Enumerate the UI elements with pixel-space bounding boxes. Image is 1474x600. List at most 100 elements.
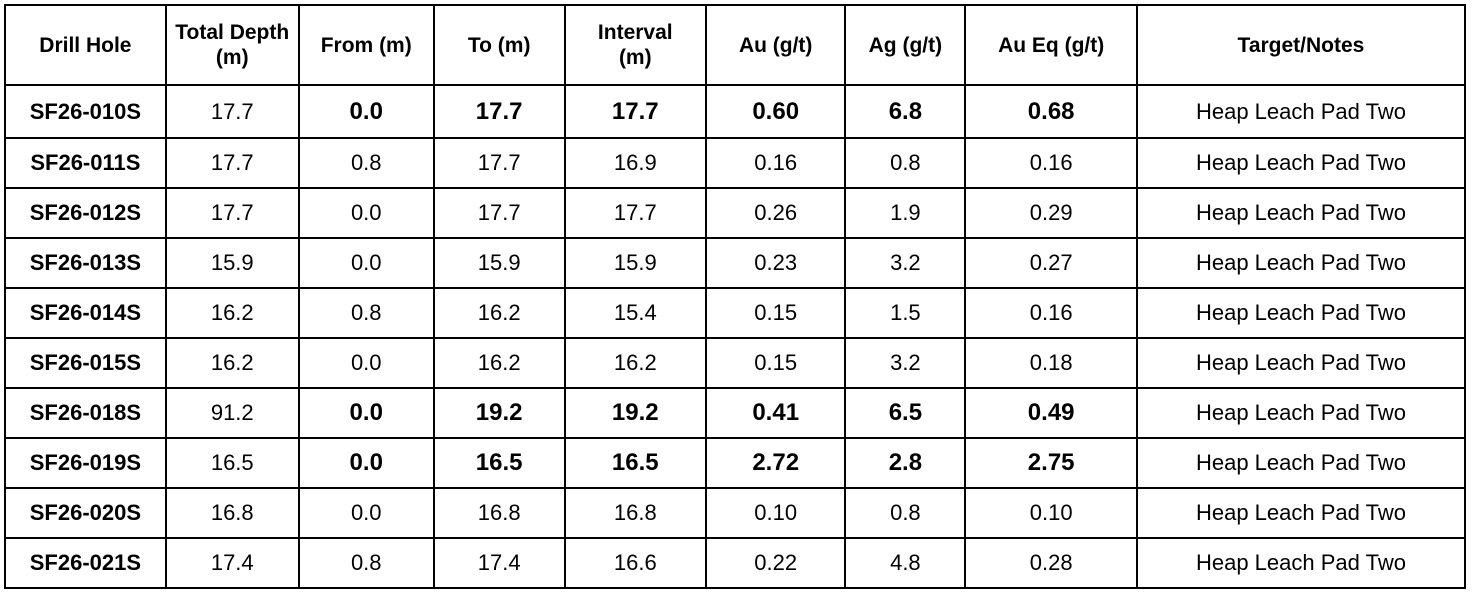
cell-au-eq: 0.16	[964, 287, 1138, 339]
cell-au: 0.22	[705, 537, 847, 589]
cell-total-depth: 17.7	[164, 137, 300, 189]
header-total-depth: Total Depth (m)	[164, 4, 300, 86]
cell-from: 0.0	[297, 187, 435, 239]
cell-interval: 16.9	[563, 137, 708, 189]
cell-au: 0.60	[705, 84, 847, 139]
cell-drill-hole: SF26-010S	[4, 84, 167, 139]
cell-ag: 1.9	[844, 187, 967, 239]
cell-total-depth: 16.2	[164, 287, 300, 339]
cell-drill-hole: SF26-020S	[4, 487, 167, 539]
table-row: SF26-010S 17.7 0.0 17.7 17.7 0.60 6.8 0.68 Heap …	[4, 84, 1467, 139]
cell-target-notes: Heap Leach Pad Two	[1135, 187, 1467, 239]
header-target-notes: Target/Notes	[1135, 4, 1467, 86]
cell-au: 0.15	[705, 337, 847, 389]
cell-total-depth: 91.2	[164, 387, 300, 439]
cell-from: 0.8	[297, 287, 435, 339]
cell-au-eq: 0.16	[964, 137, 1138, 189]
cell-from: 0.0	[297, 84, 435, 139]
cell-from: 0.0	[297, 387, 435, 439]
cell-from: 0.8	[297, 137, 435, 189]
table-row: SF26-020S 16.8 0.0 16.8 16.8 0.10 0.8 0.10 Heap …	[4, 487, 1467, 539]
cell-interval: 16.2	[563, 337, 708, 389]
cell-drill-hole: SF26-012S	[4, 187, 167, 239]
cell-interval: 16.6	[563, 537, 708, 589]
table-row: SF26-013S 15.9 0.0 15.9 15.9 0.23 3.2 0.27 Heap …	[4, 237, 1467, 289]
cell-target-notes: Heap Leach Pad Two	[1135, 84, 1467, 139]
table-row: SF26-019S 16.5 0.0 16.5 16.5 2.72 2.8 2.75 Heap …	[4, 437, 1467, 489]
cell-au-eq: 0.68	[964, 84, 1138, 139]
cell-ag: 6.5	[844, 387, 967, 439]
cell-from: 0.0	[297, 337, 435, 389]
header-label: Total Depth	[175, 21, 290, 44]
cell-au-eq: 0.27	[964, 237, 1138, 289]
header-label: (m)	[215, 46, 249, 69]
cell-interval: 15.9	[563, 237, 708, 289]
cell-target-notes: Heap Leach Pad Two	[1135, 337, 1467, 389]
cell-total-depth: 17.4	[164, 537, 300, 589]
table-body: SF26-010S 17.7 0.0 17.7 17.7 0.60 6.8 0.68 Heap …	[4, 84, 1467, 589]
cell-total-depth: 16.2	[164, 337, 300, 389]
table-row: SF26-011S 17.7 0.8 17.7 16.9 0.16 0.8 0.16 Heap …	[4, 137, 1467, 189]
cell-from: 0.8	[297, 537, 435, 589]
cell-interval: 16.5	[563, 437, 708, 489]
cell-interval: 19.2	[563, 387, 708, 439]
header-label: Drill Hole	[39, 33, 132, 57]
header-au: Au (g/t)	[705, 4, 847, 86]
cell-to: 16.5	[432, 437, 566, 489]
table-header: Drill Hole Total Depth (m) From (m) To (m) In…	[4, 4, 1467, 86]
cell-au: 0.15	[705, 287, 847, 339]
cell-from: 0.0	[297, 437, 435, 489]
cell-from: 0.0	[297, 237, 435, 289]
cell-target-notes: Heap Leach Pad Two	[1135, 137, 1467, 189]
cell-total-depth: 16.5	[164, 437, 300, 489]
drill-results-table: Drill Hole Total Depth (m) From (m) To (m) In…	[4, 4, 1467, 589]
cell-au-eq: 0.10	[964, 487, 1138, 539]
cell-to: 19.2	[432, 387, 566, 439]
cell-ag: 4.8	[844, 537, 967, 589]
cell-to: 17.7	[432, 137, 566, 189]
cell-target-notes: Heap Leach Pad Two	[1135, 487, 1467, 539]
cell-total-depth: 17.7	[164, 187, 300, 239]
cell-drill-hole: SF26-011S	[4, 137, 167, 189]
header-to: To (m)	[432, 4, 566, 86]
cell-total-depth: 17.7	[164, 84, 300, 139]
cell-drill-hole: SF26-013S	[4, 237, 167, 289]
cell-au: 0.26	[705, 187, 847, 239]
header-label: Au (g/t)	[738, 33, 813, 57]
cell-drill-hole: SF26-015S	[4, 337, 167, 389]
header-ag: Ag (g/t)	[844, 4, 967, 86]
cell-target-notes: Heap Leach Pad Two	[1135, 387, 1467, 439]
table-row: SF26-021S 17.4 0.8 17.4 16.6 0.22 4.8 0.28 Heap …	[4, 537, 1467, 589]
drill-results-table-container: Drill Hole Total Depth (m) From (m) To (m) In…	[4, 4, 1467, 590]
cell-ag: 3.2	[844, 237, 967, 289]
header-interval: Interval (m)	[563, 4, 708, 86]
cell-interval: 17.7	[563, 84, 708, 139]
cell-ag: 0.8	[844, 487, 967, 539]
cell-total-depth: 15.9	[164, 237, 300, 289]
cell-target-notes: Heap Leach Pad Two	[1135, 437, 1467, 489]
header-label: To (m)	[467, 33, 531, 57]
cell-target-notes: Heap Leach Pad Two	[1135, 287, 1467, 339]
cell-ag: 2.8	[844, 437, 967, 489]
header-au-eq: Au Eq (g/t)	[964, 4, 1138, 86]
cell-interval: 15.4	[563, 287, 708, 339]
header-drill-hole: Drill Hole	[4, 4, 167, 86]
table-row: SF26-014S 16.2 0.8 16.2 15.4 0.15 1.5 0.16 Heap …	[4, 287, 1467, 339]
cell-to: 16.2	[432, 287, 566, 339]
cell-interval: 17.7	[563, 187, 708, 239]
table-row: SF26-018S 91.2 0.0 19.2 19.2 0.41 6.5 0.49 Heap …	[4, 387, 1467, 439]
cell-ag: 6.8	[844, 84, 967, 139]
cell-au: 0.10	[705, 487, 847, 539]
cell-to: 15.9	[432, 237, 566, 289]
cell-to: 17.7	[432, 84, 566, 139]
cell-target-notes: Heap Leach Pad Two	[1135, 237, 1467, 289]
cell-au: 0.41	[705, 387, 847, 439]
header-label: Target/Notes	[1237, 33, 1365, 57]
cell-drill-hole: SF26-019S	[4, 437, 167, 489]
header-label: Ag (g/t)	[868, 33, 943, 57]
cell-ag: 0.8	[844, 137, 967, 189]
cell-total-depth: 16.8	[164, 487, 300, 539]
cell-interval: 16.8	[563, 487, 708, 539]
cell-ag: 1.5	[844, 287, 967, 339]
cell-au: 0.23	[705, 237, 847, 289]
